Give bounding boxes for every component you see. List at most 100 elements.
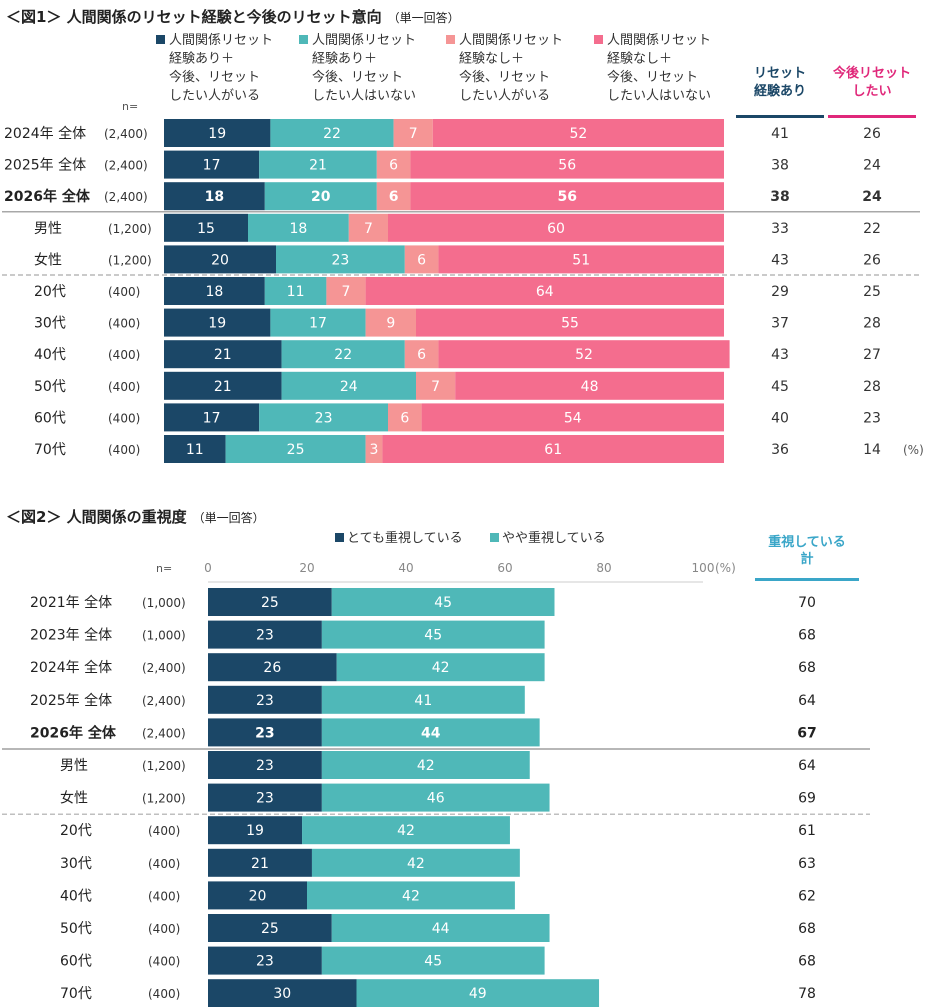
bar-value: 46	[427, 791, 445, 807]
bar-value: 7	[364, 221, 373, 237]
chart-2: ＜図2＞ 人間関係の重視度 （単一回答） とても重視している やや重視している n= 0 2…	[2, 508, 870, 1007]
bar-value: 23	[256, 954, 274, 970]
summary-value: 37	[771, 316, 789, 332]
bar-segment	[208, 979, 357, 1007]
chart-1: ＜図1＞ 人間関係のリセット経験と今後のリセット意向 （単一回答） 人間関係リセット…	[2, 8, 924, 463]
summary-value: 61	[798, 823, 816, 839]
bar-segment	[302, 816, 510, 845]
bar-value: 61	[544, 442, 562, 458]
bar-value: 55	[561, 316, 579, 332]
bar-value: 45	[434, 595, 452, 611]
bar-value: 6	[400, 410, 409, 426]
bar-segment	[365, 308, 416, 337]
legend-swatch	[299, 35, 308, 44]
bar-segment	[164, 213, 248, 242]
bar-value: 7	[342, 284, 351, 300]
legend-swatch	[446, 35, 455, 44]
bar-segment	[208, 588, 332, 616]
bar-value: 56	[558, 158, 576, 174]
summary-value: 70	[798, 595, 816, 611]
bar-segment	[270, 119, 394, 147]
bar-segment	[264, 277, 327, 305]
bar-value: 9	[386, 316, 395, 332]
bar-segment	[259, 403, 388, 432]
legend-label: やや重視している	[502, 530, 606, 546]
bar-value: 22	[334, 347, 352, 363]
bar-value: 30	[273, 986, 291, 1002]
row-label: 男性	[60, 758, 88, 774]
row-label: 70代	[60, 986, 92, 1002]
legend-label: 人間関係リセット	[607, 33, 711, 48]
bar-value: 42	[407, 856, 425, 872]
bar-segment	[208, 946, 322, 975]
unit-label: (%)	[903, 443, 924, 457]
bar-segment	[208, 783, 322, 812]
row-label: 20代	[60, 823, 92, 839]
summary-value: 24	[863, 158, 881, 174]
legend-label: 今後、リセット	[169, 69, 260, 85]
bar-segment	[164, 150, 260, 179]
bar-value: 6	[417, 252, 426, 268]
bar-value: 51	[572, 252, 590, 268]
bar-value: 21	[309, 158, 327, 174]
bar-segment	[208, 881, 307, 910]
legend-label: 今後、リセット	[459, 69, 550, 85]
bar-value: 49	[469, 986, 487, 1002]
bar-value: 60	[547, 221, 565, 237]
summary-value: 68	[798, 628, 816, 644]
axis-tick-label: 100	[692, 561, 715, 575]
legend-label: 人間関係リセット	[312, 33, 416, 48]
n-label: n=	[156, 562, 172, 575]
summary-value: 23	[863, 410, 881, 426]
bar-segment	[208, 653, 337, 682]
bar-value: 23	[256, 758, 274, 774]
row-label: 60代	[60, 954, 92, 970]
chart-2-title: ＜図2＞ 人間関係の重視度 （単一回答）	[6, 508, 265, 526]
summary-value: 43	[771, 252, 789, 268]
row-n: (2,400)	[142, 726, 186, 740]
legend-label: 経験なし＋	[607, 52, 672, 67]
bar-segment	[281, 371, 416, 400]
bar-value: 23	[256, 628, 274, 644]
row-label: 2023年 全体	[30, 627, 112, 644]
row-label: 2021年 全体	[30, 594, 112, 611]
bar-segment	[331, 588, 555, 616]
bar-value: 17	[203, 158, 221, 174]
bar-value: 45	[424, 954, 442, 970]
summary-header-rule	[755, 578, 859, 581]
bar-segment	[321, 751, 530, 779]
bar-segment	[164, 182, 265, 211]
bar-segment	[321, 718, 540, 747]
summary-header: したい	[852, 84, 891, 99]
summary-value: 63	[798, 856, 816, 872]
legend-label: したい人がいる	[459, 89, 550, 104]
row-n: (2,400)	[142, 694, 186, 708]
bar-segment	[388, 213, 724, 242]
summary-value: 68	[798, 954, 816, 970]
legend-label: 人間関係リセット	[169, 33, 273, 48]
bar-segment	[382, 435, 724, 463]
bar-segment	[432, 119, 724, 147]
row-label: 70代	[34, 442, 66, 458]
bar-value: 18	[205, 284, 223, 300]
summary-value: 68	[798, 921, 816, 937]
bar-value: 22	[323, 126, 341, 142]
bar-segment	[404, 340, 439, 369]
summary-value: 25	[863, 284, 881, 300]
legend-label: 経験あり＋	[169, 52, 234, 67]
summary-value: 69	[798, 791, 816, 807]
summary-value: 68	[798, 660, 816, 676]
bar-value: 18	[289, 221, 307, 237]
row-label: 40代	[34, 347, 66, 363]
summary-value: 62	[798, 888, 816, 904]
bar-value: 7	[409, 126, 418, 142]
row-n: (400)	[108, 285, 140, 299]
row-n: (400)	[108, 443, 140, 457]
bar-value: 6	[417, 347, 426, 363]
bar-value: 42	[397, 823, 415, 839]
bar-segment	[376, 182, 411, 211]
bar-segment	[281, 340, 405, 369]
legend-label: したい人はいない	[312, 89, 416, 104]
row-n: (400)	[108, 348, 140, 362]
summary-value: 41	[771, 126, 789, 142]
